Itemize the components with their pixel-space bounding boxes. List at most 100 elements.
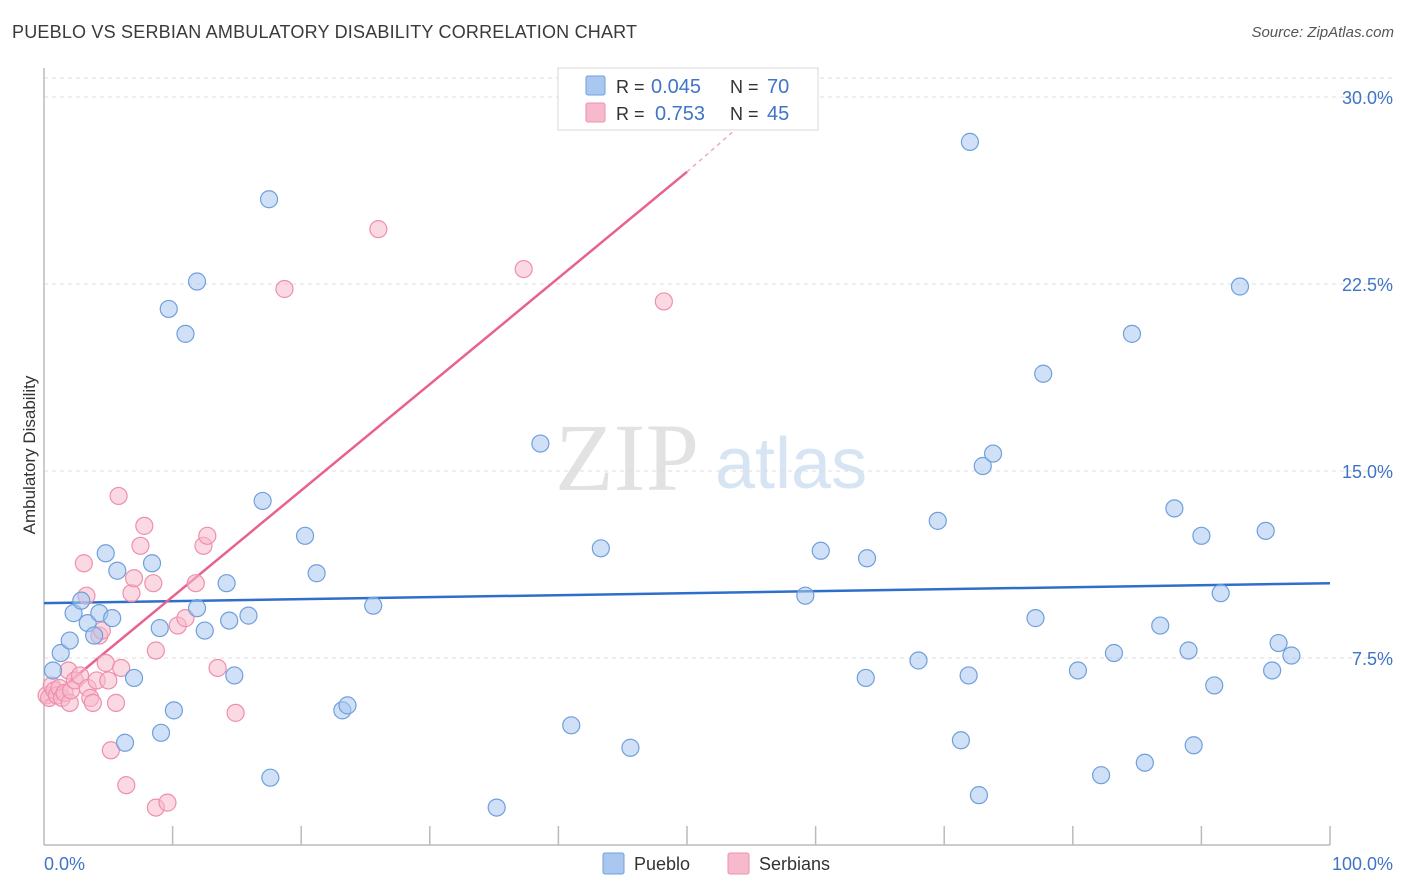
pueblo-point: [1211, 584, 1230, 603]
x-tick-labels: 0.0% 100.0%: [44, 854, 1393, 874]
serbians-point: [654, 292, 673, 311]
pueblo-point: [176, 324, 195, 343]
pueblo-point: [259, 190, 279, 209]
pueblo-point: [164, 701, 183, 720]
source-label: Source: ZipAtlas.com: [1251, 24, 1394, 41]
pueblo-point: [1184, 736, 1203, 755]
watermark-zip: ZIP: [555, 404, 699, 511]
serbians-point: [101, 741, 120, 760]
pueblo-point: [973, 456, 992, 476]
trend-lines: [43, 126, 1331, 704]
pueblo-point: [856, 668, 875, 688]
pueblo-point: [1091, 766, 1111, 785]
bottom-legend-label-serbians[interactable]: Serbians: [759, 854, 830, 874]
pueblo-point: [1230, 277, 1250, 296]
pueblo-point: [1256, 521, 1275, 540]
legend-r-value-serbians: 0.753: [655, 103, 705, 125]
pueblo-point: [983, 444, 1003, 463]
pueblo-point: [307, 564, 326, 583]
pueblo-point: [103, 609, 122, 628]
serbians-point: [122, 584, 141, 603]
pueblo-point: [253, 491, 272, 511]
pueblo-point: [811, 541, 830, 560]
pueblo-point: [85, 626, 104, 645]
serbians-point: [176, 609, 195, 628]
pueblo-point: [72, 591, 91, 610]
pueblo-point: [1135, 753, 1154, 772]
pueblo-point: [187, 272, 207, 291]
pueblo-point: [857, 549, 877, 568]
y-tick-label-3: 30.0%: [1342, 88, 1393, 108]
serbians-trend-line-extension: [686, 126, 739, 173]
pueblo-point: [1104, 643, 1124, 663]
pueblo-point: [261, 768, 280, 787]
legend-n-value-serbians: 45: [767, 103, 789, 125]
serbians-point: [109, 486, 128, 506]
legend-swatch-serbians: [585, 102, 606, 123]
pueblo-point: [1192, 526, 1211, 545]
serbians-point: [369, 220, 388, 239]
pueblo-point: [195, 621, 214, 640]
pueblo-point: [928, 511, 947, 530]
bottom-legend-label-pueblo[interactable]: Pueblo: [634, 854, 690, 874]
pueblo-point: [96, 544, 115, 563]
pueblo-point: [531, 434, 550, 453]
pueblo-point: [187, 599, 207, 618]
pueblo-point: [796, 586, 815, 605]
legend-r-label-pueblo: R =: [616, 77, 645, 97]
serbians-point: [186, 574, 205, 593]
serbians-point: [74, 554, 93, 573]
pueblo-point: [1068, 661, 1088, 680]
pueblo-point: [1165, 499, 1184, 518]
legend-r-label-serbians: R =: [616, 104, 645, 124]
bottom-legend: Pueblo Serbians: [602, 852, 830, 875]
serbians-trend-line: [43, 170, 688, 704]
legend: R = 0.045 N = 70 R = 0.753 N = 45: [557, 67, 819, 131]
pueblo-point: [338, 696, 357, 715]
x-tick-label-0: 0.0%: [44, 854, 85, 874]
serbians-point: [198, 526, 217, 545]
serbians-point: [83, 693, 102, 712]
serbians-point: [106, 693, 126, 712]
axes: [43, 68, 1331, 846]
pueblo-points: [43, 132, 1301, 817]
y-tick-label-0: 7.5%: [1352, 649, 1393, 669]
grid: [44, 77, 1394, 659]
serbians-point: [208, 658, 227, 678]
pueblo-point: [1205, 676, 1224, 695]
serbians-point: [226, 703, 245, 722]
pueblo-point: [43, 661, 63, 680]
y-tick-label-1: 15.0%: [1342, 462, 1393, 482]
pueblo-point: [1034, 364, 1053, 383]
pueblo-point: [159, 299, 178, 319]
serbians-point: [135, 516, 154, 535]
y-tick-label-2: 22.5%: [1342, 275, 1393, 295]
serbians-point: [514, 259, 533, 279]
serbians-point: [124, 569, 144, 588]
pueblo-point: [150, 618, 169, 638]
x-tick-label-1: 100.0%: [1332, 854, 1393, 874]
bottom-legend-swatch-pueblo[interactable]: [602, 852, 625, 875]
pueblo-point: [60, 631, 79, 650]
pueblo-point: [1263, 661, 1282, 680]
pueblo-point: [591, 539, 610, 558]
watermark-atlas: atlas: [715, 424, 867, 504]
pueblo-point: [124, 668, 144, 688]
pueblo-point: [115, 733, 135, 752]
y-axis-label: Ambulatory Disability: [20, 375, 39, 534]
pueblo-point: [108, 561, 127, 580]
serbians-point: [99, 671, 118, 690]
pueblo-point: [217, 574, 236, 593]
pueblo-point: [1151, 616, 1170, 635]
legend-n-value-pueblo: 70: [767, 76, 789, 98]
pueblo-point: [142, 554, 162, 573]
pueblo-point: [220, 611, 239, 630]
serbians-points: [37, 220, 673, 817]
pueblo-point: [487, 798, 506, 817]
bottom-legend-swatch-serbians[interactable]: [727, 852, 750, 875]
pueblo-point: [909, 651, 928, 670]
pueblo-point: [960, 132, 980, 151]
legend-n-label-pueblo: N =: [730, 77, 759, 97]
serbians-point: [144, 574, 163, 593]
